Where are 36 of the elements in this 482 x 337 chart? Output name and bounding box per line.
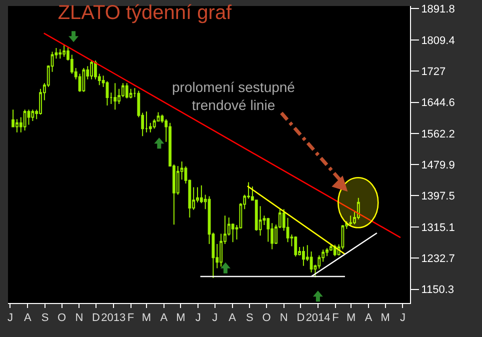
- y-tick-label: 1644.6: [421, 97, 455, 110]
- y-tick-label: 1891.8: [421, 4, 455, 16]
- y-tick-label: 1727: [421, 66, 446, 78]
- x-tick-label: O: [262, 312, 272, 324]
- x-tick-label: D: [296, 312, 305, 324]
- x-tick-label: J: [212, 312, 218, 324]
- x-tick-label: 2013: [101, 312, 126, 324]
- x-tick-label: A: [160, 312, 168, 324]
- chart-title: ZLATO týdenní graf: [58, 2, 232, 24]
- x-tick-label: D: [92, 312, 100, 324]
- y-tick-label: 1809.4: [421, 34, 455, 47]
- x-tick-label: J: [400, 312, 406, 324]
- y-tick-label: 1562.2: [421, 128, 455, 140]
- x-tick-label: N: [75, 312, 84, 324]
- y-tick-label: 1397.5: [421, 190, 455, 203]
- x-tick-label: S: [246, 312, 254, 324]
- y-tick-label: 1150.3: [421, 284, 454, 296]
- x-tick-label: M: [346, 312, 356, 324]
- x-tick-label: F: [332, 312, 340, 324]
- x-tick-label: O: [58, 312, 67, 324]
- x-tick-label: N: [280, 312, 288, 324]
- annotation: prolomení sestupné trendové linie: [172, 79, 296, 114]
- x-tick-label: M: [176, 312, 186, 324]
- x-tick-label: A: [228, 312, 237, 324]
- y-tick-label: 1479.9: [421, 159, 455, 172]
- x-tick-label: J: [7, 312, 13, 324]
- x-tick-label: A: [24, 312, 32, 324]
- y-tick-label: 1232.7: [421, 252, 455, 265]
- x-tick-label: J: [195, 312, 201, 324]
- x-tick-label: 2014: [306, 312, 330, 324]
- x-tick-label: S: [41, 312, 49, 324]
- x-tick-label: M: [142, 312, 152, 324]
- x-tick-label: F: [127, 312, 134, 324]
- x-tick-label: A: [364, 312, 373, 324]
- y-tick-label: 1315.1: [421, 222, 455, 234]
- x-tick-label: M: [380, 312, 390, 324]
